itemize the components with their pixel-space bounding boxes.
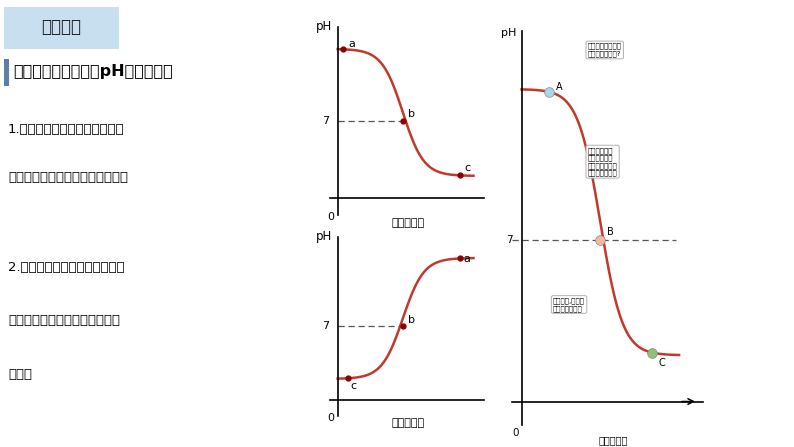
- Text: b: b: [408, 315, 415, 325]
- Text: c: c: [351, 381, 357, 391]
- Text: 我明白了,那我就
是加酸过量了！: 我明白了,那我就 是加酸过量了！: [553, 297, 585, 312]
- Text: pH: pH: [316, 230, 332, 243]
- Text: B: B: [607, 227, 614, 237]
- Text: 1.向碱溶液中加入酸溶液（以向: 1.向碱溶液中加入酸溶液（以向: [8, 123, 125, 136]
- Text: 7: 7: [322, 321, 329, 331]
- FancyBboxPatch shape: [0, 6, 126, 51]
- Text: a: a: [463, 253, 470, 264]
- Text: c: c: [464, 163, 470, 173]
- Text: 稀盐酸溶液中加入氢氧化钠溶液: 稀盐酸溶液中加入氢氧化钠溶液: [8, 314, 120, 328]
- Text: a: a: [349, 39, 355, 49]
- Text: pH: pH: [501, 28, 517, 38]
- Text: 7: 7: [506, 235, 512, 245]
- Text: 新知探究: 新知探究: [41, 18, 82, 36]
- Text: 碱溶液的量: 碱溶液的量: [391, 418, 425, 428]
- Text: b: b: [408, 110, 415, 119]
- Text: 0: 0: [512, 428, 518, 438]
- Text: 7: 7: [322, 116, 329, 126]
- Text: 反应已经发生了，
为啥我还是碱性?: 反应已经发生了， 为啥我还是碱性?: [588, 43, 622, 57]
- Text: 中和反应过程中溶液pH的变化情况: 中和反应过程中溶液pH的变化情况: [13, 64, 173, 80]
- Text: 0: 0: [327, 413, 334, 423]
- Text: 酸溶液的量: 酸溶液的量: [598, 435, 627, 445]
- Text: 为例）: 为例）: [8, 368, 32, 381]
- Text: pH: pH: [316, 20, 332, 33]
- Text: 你们都不是恰
好完全反应的
点，我才是恰好
完全反应的点。: 你们都不是恰 好完全反应的 点，我才是恰好 完全反应的点。: [588, 147, 618, 177]
- Text: 氢氧化钠溶液中加入稀盐酸为例）: 氢氧化钠溶液中加入稀盐酸为例）: [8, 171, 128, 185]
- Text: 0: 0: [327, 212, 334, 222]
- Text: 酸溶液的量: 酸溶液的量: [391, 218, 425, 228]
- Text: C: C: [658, 358, 665, 368]
- Text: A: A: [556, 82, 562, 92]
- Text: 2.向酸溶液中加入碱溶液（以向: 2.向酸溶液中加入碱溶液（以向: [8, 261, 125, 274]
- Bar: [4, 59, 10, 86]
